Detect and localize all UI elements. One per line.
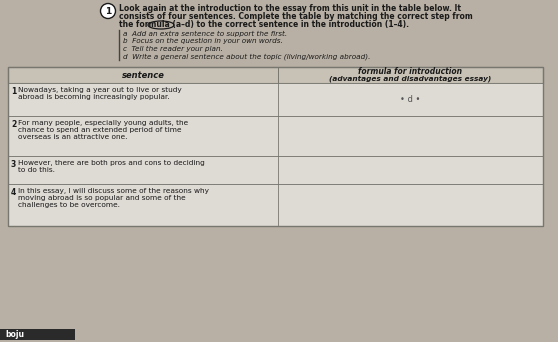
Text: c  Tell the reader your plan.: c Tell the reader your plan. [123,45,223,52]
Text: formula for introduction: formula for introduction [358,67,463,77]
Text: 4: 4 [11,188,16,197]
Text: • d •: • d • [400,95,421,104]
Text: sentence: sentence [122,70,165,79]
Text: For many people, especially young adults, the
chance to spend an extended period: For many people, especially young adults… [18,120,188,140]
FancyBboxPatch shape [8,156,543,184]
Text: 1: 1 [11,87,16,96]
Circle shape [100,3,116,18]
Text: 2: 2 [11,120,16,129]
Text: d  Write a general sentence about the topic (living/working abroad).: d Write a general sentence about the top… [123,53,371,60]
Text: In this essay, I will discuss some of the reasons why
moving abroad is so popula: In this essay, I will discuss some of th… [18,188,209,208]
Text: boju: boju [5,330,24,339]
FancyBboxPatch shape [8,83,543,116]
Text: the formula (a–d) to the correct sentence in the introduction (1–4).: the formula (a–d) to the correct sentenc… [119,20,409,29]
Text: Nowadays, taking a year out to live or study
abroad is becoming increasingly pop: Nowadays, taking a year out to live or s… [18,87,182,100]
Text: 3: 3 [11,160,16,169]
FancyBboxPatch shape [8,116,543,156]
Text: a  Add an extra sentence to support the first.: a Add an extra sentence to support the f… [123,30,287,37]
Text: consists of four sentences. Complete the table by matching the correct step from: consists of four sentences. Complete the… [119,12,473,21]
FancyBboxPatch shape [8,184,543,226]
Text: Look again at the introduction to the essay from this unit in the table below. I: Look again at the introduction to the es… [119,4,461,13]
Text: 1: 1 [105,6,111,15]
Text: (advantages and disadvantages essay): (advantages and disadvantages essay) [329,76,492,82]
Text: However, there are both pros and cons to deciding
to do this.: However, there are both pros and cons to… [18,160,205,173]
FancyBboxPatch shape [0,329,75,340]
FancyBboxPatch shape [8,67,543,83]
Text: b  Focus on the question in your own words.: b Focus on the question in your own word… [123,38,283,44]
